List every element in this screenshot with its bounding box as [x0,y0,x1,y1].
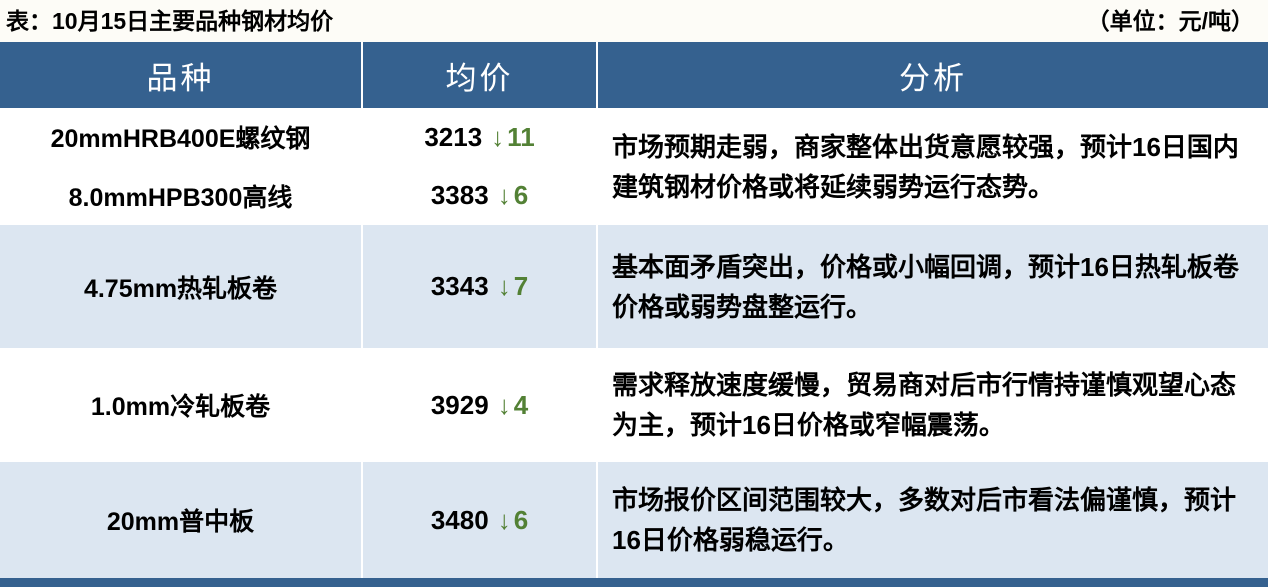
down-arrow-icon: ↓ [497,271,511,301]
price-value: 3343 [430,271,489,301]
table-row: 20mmHRB400E螺纹钢 8.0mmHPB300高线 3213 ↓ 11 3… [0,108,1268,225]
product-name: 20mmHRB400E螺纹钢 [50,125,311,154]
title-bar: 表：10月15日主要品种钢材均价 （单位：元/吨） [0,0,1268,42]
price-line: 3480 ↓ 6 [431,505,528,536]
analysis-cell: 基本面矛盾突出，价格或小幅回调，预计16日热轧板卷价格或弱势盘整运行。 [598,225,1268,348]
variety-cell: 1.0mm冷轧板卷 [0,348,363,462]
analysis-text: 基本面矛盾突出，价格或小幅回调，预计16日热轧板卷价格或弱势盘整运行。 [612,251,1239,322]
variety-cell: 20mmHRB400E螺纹钢 8.0mmHPB300高线 [0,108,363,225]
price-change: 4 [513,389,529,420]
footer-accent-bar [0,578,1268,587]
price-cell: 3343 ↓ 7 [363,225,598,348]
down-arrow-icon: ↓ [491,121,505,152]
price-change: 11 [507,121,535,152]
price-line: 3343 ↓ 7 [431,271,528,302]
unit-label: （单位：元/吨） [1086,8,1254,34]
steel-price-table: 品种 均价 分析 20mmHRB400E螺纹钢 8.0mmHPB300高线 32… [0,42,1268,578]
analysis-cell: 市场报价区间范围较大，多数对后市看法偏谨慎，预计16日价格弱稳运行。 [598,462,1268,578]
table-row: 1.0mm冷轧板卷 3929 ↓ 4 需求释放速度缓慢，贸易商对后市行情持谨慎观… [0,348,1268,462]
variety-cell: 4.75mm热轧板卷 [0,225,363,348]
price-value: 3929 [430,389,489,420]
product-name: 1.0mm冷轧板卷 [90,393,271,421]
table-header-row: 品种 均价 分析 [0,42,1268,108]
price-value: 3383 [430,180,489,211]
col-header-analysis: 分析 [899,60,967,96]
price-cell: 3929 ↓ 4 [363,348,598,462]
down-arrow-icon: ↓ [497,504,511,535]
product-name: 20mm普中板 [106,508,255,536]
table-row: 4.75mm热轧板卷 3343 ↓ 7 基本面矛盾突出，价格或小幅回调，预计16… [0,225,1268,348]
page-title: 表：10月15日主要品种钢材均价 [6,8,334,34]
price-line: 3383 ↓ 6 [431,180,528,211]
price-change: 6 [513,504,529,535]
down-arrow-icon: ↓ [497,180,511,211]
price-change: 6 [513,180,529,211]
product-name: 4.75mm热轧板卷 [83,274,278,303]
price-cell: 3480 ↓ 6 [363,462,598,578]
price-change: 7 [513,271,529,301]
analysis-cell: 市场预期走弱，商家整体出货意愿较强，预计16日国内建筑钢材价格或将延续弱势运行态… [598,108,1268,225]
analysis-cell: 需求释放速度缓慢，贸易商对后市行情持谨慎观望心态为主，预计16日价格或窄幅震荡。 [598,348,1268,462]
analysis-text: 需求释放速度缓慢，贸易商对后市行情持谨慎观望心态为主，预计16日价格或窄幅震荡。 [612,370,1237,440]
price-line: 3213 ↓ 11 [424,122,534,153]
table-row: 20mm普中板 3480 ↓ 6 市场报价区间范围较大，多数对后市看法偏谨慎，预… [0,462,1268,578]
analysis-text: 市场报价区间范围较大，多数对后市看法偏谨慎，预计16日价格弱稳运行。 [612,485,1237,555]
variety-cell: 20mm普中板 [0,462,363,578]
product-name: 8.0mmHPB300高线 [68,183,293,212]
price-value: 3213 [424,121,483,152]
price-line: 3929 ↓ 4 [431,390,528,421]
col-header-variety: 品种 [0,42,363,108]
down-arrow-icon: ↓ [497,389,511,420]
price-value: 3480 [430,504,489,535]
analysis-text: 市场预期走弱，商家整体出货意愿较强，预计16日国内建筑钢材价格或将延续弱势运行态… [612,131,1239,202]
col-header-avg-price: 均价 [363,42,598,108]
price-cell: 3213 ↓ 11 3383 ↓ 6 [363,108,598,225]
